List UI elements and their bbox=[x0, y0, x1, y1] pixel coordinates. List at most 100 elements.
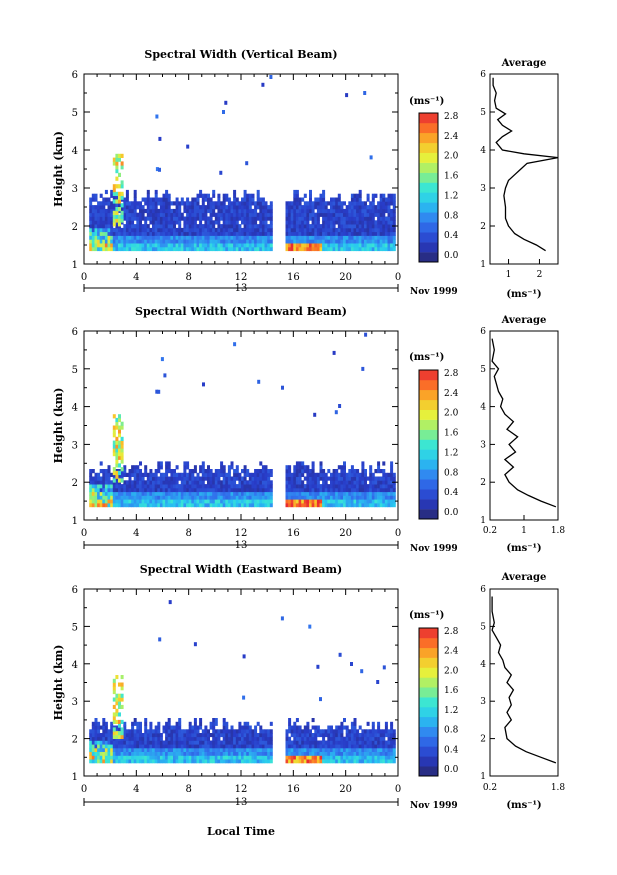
heatmap-cell bbox=[139, 220, 142, 225]
heatmap-cell bbox=[366, 759, 370, 764]
heatmap-cell bbox=[238, 484, 242, 489]
heatmap-cell bbox=[167, 231, 171, 236]
heatmap-cell bbox=[222, 503, 226, 508]
heatmap-cell bbox=[123, 224, 127, 229]
heatmap-cell bbox=[196, 476, 200, 481]
heatmap-cell bbox=[248, 744, 252, 749]
heatmap-cell bbox=[350, 469, 354, 474]
heatmap-cell bbox=[311, 227, 315, 233]
heatmap-cell bbox=[251, 499, 255, 504]
heatmap-cell bbox=[392, 208, 396, 214]
heatmap-cell bbox=[361, 227, 365, 233]
heatmap-cell bbox=[235, 484, 239, 489]
heatmap-cell bbox=[120, 478, 124, 483]
heatmap-cell bbox=[146, 189, 150, 195]
heatmap-cell bbox=[125, 246, 129, 252]
heatmap-cell bbox=[214, 487, 218, 493]
heatmap-cell bbox=[120, 675, 124, 680]
heatmap-cell bbox=[290, 212, 294, 217]
heatmap-cell bbox=[118, 243, 121, 248]
heatmap-cell bbox=[269, 216, 273, 221]
heatmap-cell bbox=[165, 733, 169, 738]
heatmap-cell bbox=[295, 747, 299, 752]
heatmap-cell bbox=[110, 193, 114, 198]
heatmap-cell bbox=[157, 499, 161, 504]
heatmap-cell bbox=[311, 725, 315, 730]
heatmap-cell bbox=[290, 246, 294, 252]
heatmap-cell bbox=[358, 491, 362, 496]
heatmap-cell bbox=[165, 216, 169, 221]
heatmap-cell bbox=[123, 197, 127, 202]
heatmap-cell bbox=[314, 740, 318, 745]
heatmap-cell bbox=[94, 484, 98, 489]
heatmap-cell bbox=[261, 208, 265, 214]
heatmap-cell bbox=[149, 736, 153, 741]
average-y-tick-label: 2 bbox=[480, 735, 486, 745]
heatmap-cell bbox=[248, 484, 252, 489]
heatmap-cell bbox=[353, 480, 357, 485]
heatmap-cell bbox=[358, 487, 362, 493]
heatmap-cell bbox=[356, 208, 360, 214]
heatmap-cell bbox=[233, 733, 237, 738]
heatmap-cell bbox=[369, 227, 373, 233]
heatmap-cell bbox=[267, 740, 271, 745]
heatmap-cell bbox=[222, 193, 226, 198]
heatmap-cell bbox=[139, 476, 142, 481]
heatmap-cell bbox=[238, 201, 242, 206]
heatmap-cell bbox=[165, 495, 169, 500]
heatmap-cell bbox=[361, 465, 365, 470]
heatmap-cell bbox=[293, 465, 297, 470]
heatmap-cell bbox=[159, 201, 163, 206]
heatmap-cell bbox=[390, 755, 394, 760]
heatmap-cell bbox=[319, 469, 323, 474]
heatmap-cell bbox=[112, 727, 116, 732]
heatmap-cell bbox=[319, 231, 323, 236]
heatmap-cell bbox=[356, 243, 360, 248]
heatmap-cell bbox=[201, 239, 205, 244]
heatmap-cell bbox=[186, 144, 190, 149]
heatmap-cell bbox=[392, 220, 396, 225]
heatmap-cell bbox=[97, 239, 101, 244]
heatmap-cell bbox=[348, 212, 352, 217]
heatmap-cell bbox=[364, 212, 367, 217]
heatmap-cell bbox=[167, 197, 171, 202]
heatmap-cell bbox=[335, 216, 339, 221]
heatmap-cell bbox=[199, 246, 203, 252]
heatmap-cell bbox=[94, 733, 98, 738]
heatmap-cell bbox=[125, 472, 129, 477]
heatmap-cell bbox=[204, 197, 208, 202]
heatmap-cell bbox=[102, 729, 106, 734]
heatmap-cell bbox=[248, 725, 252, 730]
heatmap-cell bbox=[343, 484, 346, 489]
heatmap-cell bbox=[222, 231, 226, 236]
heatmap-cell bbox=[170, 227, 174, 233]
heatmap-cell bbox=[330, 487, 333, 493]
heatmap-cell bbox=[91, 235, 95, 240]
heatmap-cell bbox=[371, 487, 375, 493]
heatmap-cell bbox=[128, 469, 132, 474]
heatmap-cell bbox=[196, 216, 200, 221]
heatmap-cell bbox=[293, 499, 297, 504]
heatmap-cell bbox=[170, 751, 174, 756]
heatmap-cell bbox=[102, 231, 106, 236]
heatmap-cell bbox=[379, 220, 383, 225]
heatmap-cell bbox=[217, 224, 221, 229]
heatmap-cell bbox=[175, 503, 179, 508]
heatmap-cell bbox=[356, 751, 360, 756]
heatmap-cell bbox=[309, 729, 312, 734]
heatmap-cell bbox=[379, 231, 383, 236]
heatmap-cell bbox=[233, 231, 237, 236]
heatmap-cell bbox=[392, 487, 396, 493]
heatmap-cell bbox=[356, 197, 360, 202]
heatmap-cell bbox=[136, 495, 140, 500]
heatmap-cell bbox=[193, 235, 197, 240]
heatmap-cell bbox=[369, 480, 373, 485]
heatmap-cell bbox=[301, 208, 305, 214]
heatmap-cell bbox=[118, 239, 121, 244]
heatmap-cell bbox=[191, 201, 195, 206]
heatmap-cell bbox=[293, 243, 297, 248]
heatmap-cell bbox=[188, 235, 192, 240]
heatmap-cell bbox=[102, 476, 106, 481]
heatmap-cell bbox=[246, 201, 250, 206]
heatmap-cell bbox=[154, 480, 158, 485]
